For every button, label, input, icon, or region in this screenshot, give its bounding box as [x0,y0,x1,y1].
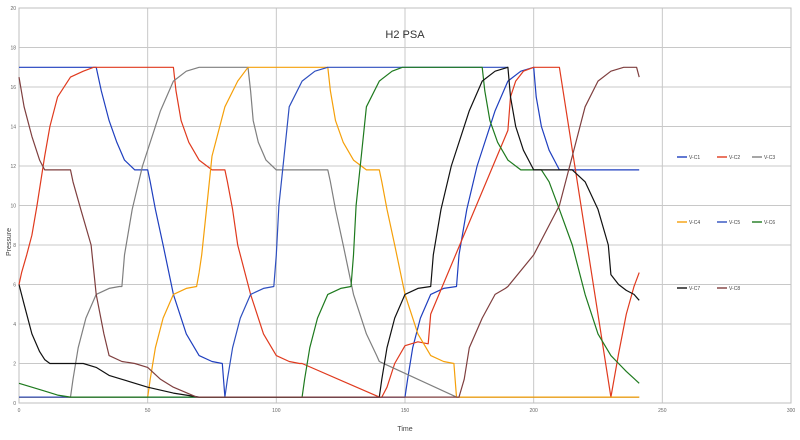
y-tick-label: 10 [10,204,16,210]
x-tick-label: 100 [272,408,281,414]
legend-label: V-C8 [729,286,740,292]
x-tick-label: 50 [145,408,151,414]
legend-label: V-C7 [689,286,700,292]
series-line-v-c5 [19,66,508,398]
y-tick-label: 2 [13,362,16,368]
x-tick-label: 250 [658,408,667,414]
series-line-v-c2 [18,66,640,398]
x-tick-label: 150 [401,408,410,414]
y-tick-label: 0 [13,401,16,407]
series-line-v-c8 [18,66,640,398]
x-tick-label: 200 [529,408,538,414]
series-line-v-c7 [18,66,640,398]
legend: V-C1 V-C2 V-C3 V-C4 V-C5 V-C6 V-C7 V-C8 [677,155,775,292]
y-axis-title: Pressure [6,228,13,256]
series-layer [18,66,640,398]
legend-label: V-C4 [689,220,700,226]
legend-label: V-C1 [689,155,700,161]
x-tick-label: 0 [18,408,21,414]
legend-label: V-C2 [729,155,740,161]
y-tick-label: 8 [13,243,16,249]
x-axis-title: Time [397,426,412,433]
y-tick-label: 12 [10,164,16,170]
plot-border [18,7,792,404]
y-tick-label: 20 [10,6,16,12]
y-tick-label: 4 [13,322,16,328]
y-tick-label: 6 [13,283,16,289]
series-line-v-c4 [19,66,640,398]
y-tick-label: 18 [10,46,16,52]
legend-label: V-C5 [729,220,740,226]
x-tick-label: 300 [787,408,796,414]
y-tick-label: 14 [10,125,16,131]
chart-title: H2 PSA [385,29,425,41]
y-tick-label: 16 [10,85,16,91]
legend-label: V-C3 [764,155,775,161]
series-line-v-c1 [19,66,640,398]
legend-label: V-C6 [764,220,775,226]
